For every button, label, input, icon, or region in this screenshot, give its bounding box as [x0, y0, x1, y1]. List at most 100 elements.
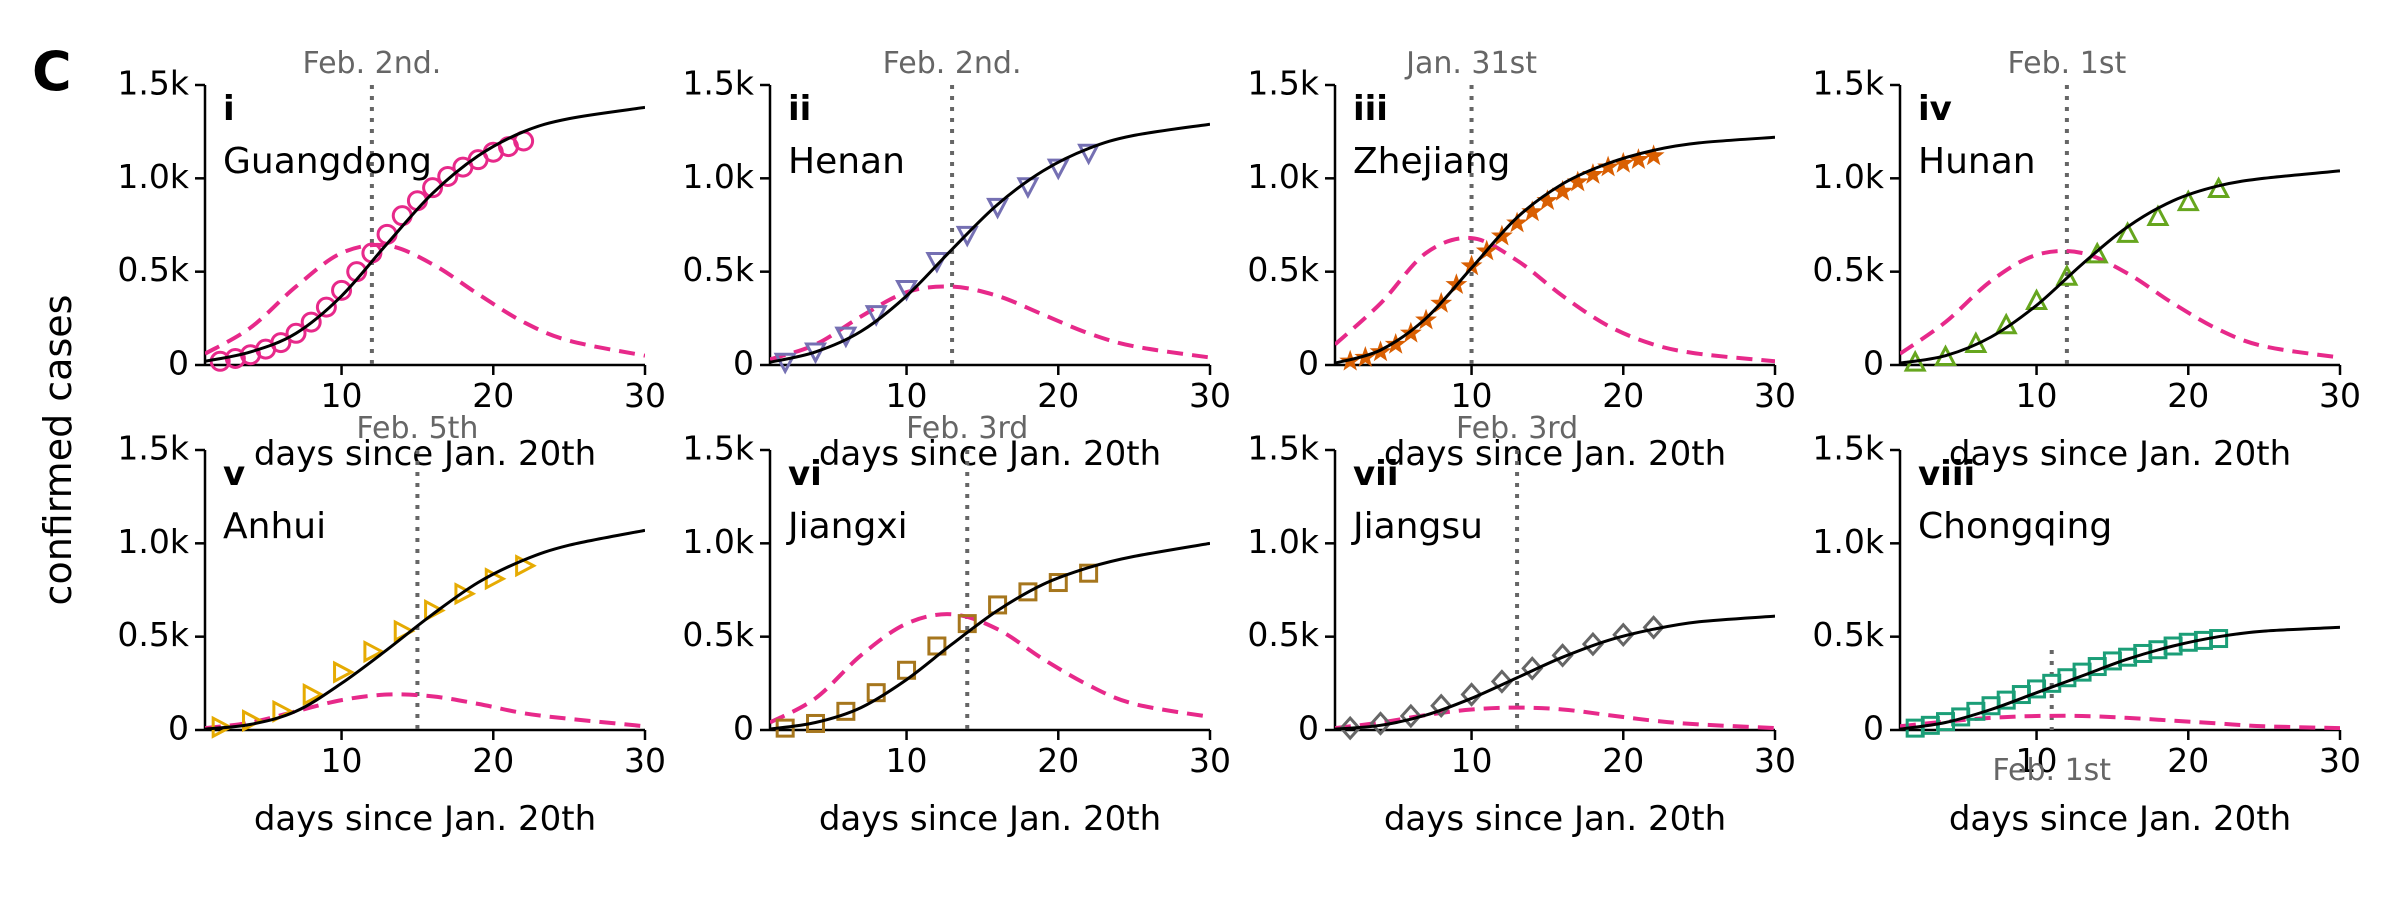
panel-label: C [32, 40, 72, 103]
fit-curve [1900, 625, 2340, 730]
y-tick-label: 1.0k [1812, 157, 1884, 196]
date-marker-label: Feb. 3rd [906, 411, 1028, 446]
x-tick-label: 10 [321, 741, 363, 780]
date-marker-label: Feb. 1st [1992, 753, 2111, 788]
data-point-1 [1369, 711, 1392, 736]
data-point-5 [285, 322, 307, 344]
x-tick-label: 10 [886, 376, 928, 415]
x-tick-label: 30 [1754, 741, 1796, 780]
x-axis-label: days since Jan. 20th [819, 434, 1161, 474]
data-point-3 [1430, 693, 1453, 718]
rate-curve [1900, 248, 2340, 360]
x-tick-label: 20 [1037, 376, 1079, 415]
data-point-4 [1460, 682, 1483, 707]
x-axis-label: days since Jan. 20th [254, 434, 596, 474]
fit-curve [205, 528, 645, 730]
rate-curve [205, 692, 645, 730]
x-tick-label: 10 [886, 741, 928, 780]
x-axis-label: days since Jan. 20th [1949, 799, 2291, 839]
x-tick-label: 20 [2167, 741, 2209, 780]
subplot-chongqing: 0 0.5k 1.0k 1.5k 10 20 30 days since Jan. 20th F… [1812, 429, 2361, 840]
y-tick-label: 1.5k [1247, 429, 1319, 468]
data-point-5 [925, 251, 949, 274]
y-tick-label: 1.0k [1812, 522, 1884, 561]
fit-curve [770, 541, 1210, 730]
y-tick-label: 0.5k [1247, 250, 1319, 289]
data-point-11 [1506, 211, 1529, 233]
x-tick-label: 30 [624, 376, 666, 415]
data-point-10 [1642, 615, 1665, 640]
x-tick-label: 10 [2016, 376, 2058, 415]
y-tick-label: 1.5k [1812, 64, 1884, 103]
data-point-10 [1077, 143, 1101, 166]
y-tick-label: 1.5k [682, 64, 754, 103]
x-axis-label: days since Jan. 20th [1384, 799, 1726, 839]
subplot-index: iv [1918, 89, 1952, 129]
data-point-4 [270, 332, 292, 354]
y-tick-label: 0.5k [117, 250, 189, 289]
subplot-title: Chongqing [1918, 506, 2112, 547]
date-marker-label: Feb. 5th [356, 411, 478, 446]
subplot-title: Jiangsu [1351, 506, 1483, 547]
y-tick-label: 1.0k [1247, 522, 1319, 561]
subplot-title: Hunan [1918, 141, 2036, 182]
data-point-3 [1384, 332, 1407, 354]
rate-curve [770, 284, 1210, 362]
x-tick-label: 10 [1451, 376, 1493, 415]
fit-curve [1335, 614, 1775, 730]
data-point-10 [515, 554, 537, 578]
data-point-15 [437, 165, 459, 187]
data-series [211, 554, 537, 739]
x-tick-label: 20 [1602, 376, 1644, 415]
x-tick-label: 30 [624, 741, 666, 780]
subplot-index: iii [1353, 89, 1388, 129]
data-point-8 [1581, 631, 1604, 657]
y-tick-label: 0.5k [1812, 615, 1884, 654]
rate-curve [1335, 705, 1775, 730]
date-marker-label: Feb. 1st [2008, 46, 2127, 81]
fit-curve [205, 105, 645, 363]
x-tick-label: 30 [1189, 741, 1231, 780]
data-point-8 [1018, 582, 1038, 602]
data-point-4 [333, 660, 355, 684]
subplot-title: Jiangxi [786, 506, 908, 547]
subplot-title: Zhejiang [1353, 141, 1510, 182]
fit-curve [770, 122, 1210, 364]
y-tick-label: 0 [168, 709, 189, 748]
y-tick-label: 0 [733, 344, 754, 383]
y-tick-label: 0 [1298, 344, 1319, 383]
data-series [775, 563, 1099, 738]
y-tick-label: 0.5k [1812, 250, 1884, 289]
subplot-title: Anhui [223, 506, 326, 547]
y-tick-label: 0.5k [682, 250, 754, 289]
y-tick-label: 1.5k [1247, 64, 1319, 103]
y-tick-label: 0 [1863, 344, 1884, 383]
x-axis-label: days since Jan. 20th [254, 799, 596, 839]
subplot-title: Henan [788, 141, 905, 182]
data-point-7 [986, 197, 1010, 220]
data-series [209, 130, 535, 372]
x-axis-label: days since Jan. 20th [819, 799, 1161, 839]
x-tick-label: 20 [1037, 741, 1079, 780]
data-point-1 [242, 709, 264, 733]
y-tick-label: 1.5k [1812, 429, 1884, 468]
data-point-17 [1597, 155, 1620, 177]
data-point-6 [955, 225, 979, 248]
data-point-12 [391, 205, 413, 227]
x-tick-label: 20 [472, 376, 514, 415]
data-point-0 [773, 352, 797, 375]
x-tick-label: 20 [1602, 741, 1644, 780]
data-point-8 [454, 582, 477, 606]
data-point-9 [2176, 189, 2200, 212]
y-tick-label: 0.5k [1247, 615, 1319, 654]
data-point-8 [2146, 204, 2170, 227]
date-marker-label: Feb. 2nd. [302, 46, 441, 81]
y-tick-label: 1.5k [117, 64, 189, 103]
x-tick-label: 10 [1451, 741, 1493, 780]
data-point-10 [1079, 563, 1099, 583]
